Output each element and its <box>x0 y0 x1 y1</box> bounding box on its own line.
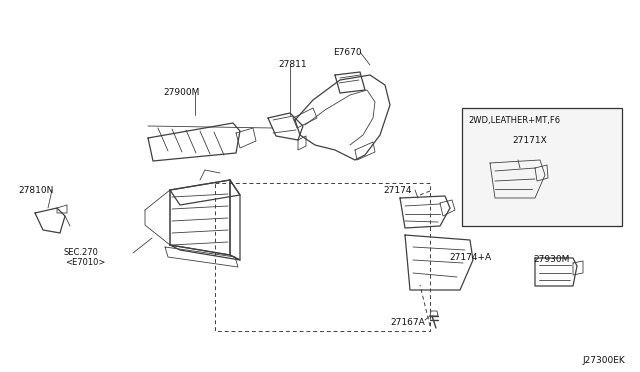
Text: 2WD,LEATHER+MT,F6: 2WD,LEATHER+MT,F6 <box>468 116 560 125</box>
Text: 27167A: 27167A <box>390 318 425 327</box>
Text: J27300EK: J27300EK <box>582 356 625 365</box>
Text: E7670: E7670 <box>333 48 362 57</box>
Text: 27811: 27811 <box>278 60 307 69</box>
Text: 27174+A: 27174+A <box>449 253 491 262</box>
Bar <box>462 108 622 226</box>
Text: 27171X: 27171X <box>512 136 547 145</box>
Text: <E7010>: <E7010> <box>65 258 106 267</box>
Text: 27174: 27174 <box>383 186 412 195</box>
Bar <box>215 183 430 331</box>
Text: 27930M: 27930M <box>533 255 570 264</box>
Text: 27810N: 27810N <box>18 186 53 195</box>
Text: 27900M: 27900M <box>163 88 200 97</box>
Text: SEC.270: SEC.270 <box>63 248 98 257</box>
